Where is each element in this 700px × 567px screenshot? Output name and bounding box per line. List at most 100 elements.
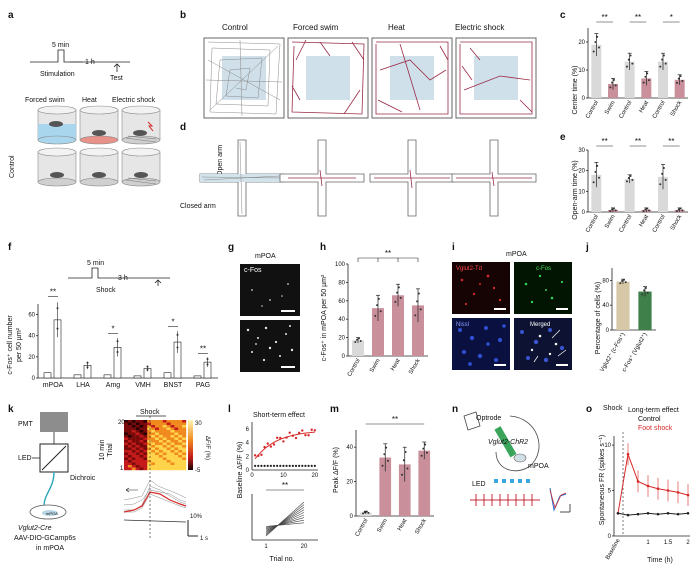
heat-cell	[178, 432, 183, 436]
heat-cell	[178, 465, 183, 468]
heat-cell	[139, 452, 144, 456]
heat-cell	[143, 455, 148, 458]
heat-cell	[124, 457, 129, 461]
series-line-0	[617, 452, 689, 514]
bar-2	[398, 464, 411, 516]
panel-j-ylabel: Percentage of cells (%)	[595, 282, 602, 354]
x-tick-label: mPOA	[43, 382, 64, 389]
heat-cell	[178, 420, 183, 423]
x-tick-label: VMH	[135, 382, 151, 389]
heat-cell	[174, 450, 179, 453]
data-point	[611, 208, 614, 211]
heat-cell	[174, 445, 179, 448]
x-tick-label: 1	[264, 544, 268, 550]
heat-cell	[178, 425, 183, 428]
heat-cell	[127, 432, 132, 436]
heat-cell	[135, 447, 140, 451]
heat-cell	[162, 427, 167, 431]
heat-cell	[174, 430, 179, 433]
heat-cell	[143, 422, 148, 426]
panel-f-ylabel-2: per 50 µm²	[16, 327, 23, 362]
scale-10pct: 10%	[190, 514, 203, 520]
data-point	[625, 65, 628, 68]
heat-cell	[135, 455, 140, 458]
data-point	[614, 209, 617, 212]
data-point	[206, 357, 209, 360]
data-point	[644, 75, 647, 78]
heat-cell	[147, 450, 152, 453]
heat-cell	[124, 450, 129, 453]
micrograph-row-control: Control	[230, 286, 236, 305]
heat-cell	[158, 457, 163, 461]
data-point	[661, 58, 664, 61]
heat-cell	[158, 440, 163, 443]
heat-cell	[174, 447, 179, 451]
photometry-setup: PMT LED Dichroic mPOA Vglut2-Cre AAV-DIO…	[14, 412, 96, 552]
heat-cell	[151, 427, 156, 431]
heat-cell	[127, 460, 132, 463]
bar-control-2	[103, 374, 112, 379]
heat-cell	[155, 425, 160, 428]
data-point	[176, 346, 179, 349]
timeline-5min: 5 min	[52, 42, 69, 49]
control-trial-point	[298, 464, 301, 467]
heat-cell	[166, 457, 171, 461]
bar-control-0	[43, 372, 52, 379]
control-trial-point	[313, 464, 316, 467]
heat-cell	[178, 445, 183, 448]
heat-cell	[174, 440, 179, 443]
x-tick-label: Control	[619, 214, 634, 234]
heat-cell	[147, 435, 152, 438]
x-tick-label: Control	[347, 358, 362, 378]
heat-cell	[178, 437, 183, 441]
control-trial-point	[301, 464, 304, 467]
heat-cell	[131, 440, 136, 443]
heat-cell	[182, 457, 187, 461]
shock-trial-point	[297, 431, 301, 435]
heat-cell	[143, 452, 148, 456]
heat-cell	[174, 462, 179, 466]
heat-cell	[143, 425, 148, 428]
heat-cell	[135, 465, 140, 468]
heat-cell	[135, 442, 140, 446]
heat-cell	[155, 442, 160, 446]
heat-cell	[143, 462, 148, 466]
heat-cell	[131, 425, 136, 428]
cylinder-shock-illustration	[121, 105, 161, 145]
data-point	[385, 446, 388, 449]
shock-trial-point	[307, 434, 310, 437]
heat-cell	[135, 420, 140, 423]
heat-cell	[182, 437, 187, 441]
heat-cell	[170, 437, 175, 441]
y-tick-label: 40	[338, 317, 345, 323]
heat-cell	[174, 425, 179, 428]
spike-trace	[470, 487, 571, 513]
heat-cell	[127, 422, 132, 426]
panel-letter-k: k	[8, 404, 14, 415]
bar-control-4	[163, 372, 172, 379]
data-point	[592, 50, 595, 53]
x-tick-label: Baseline	[605, 537, 622, 561]
heat-cell	[170, 425, 175, 428]
heat-cell	[162, 457, 167, 461]
data-point	[406, 467, 409, 470]
data-point	[402, 459, 405, 462]
open-arm-label: Open arm	[217, 145, 224, 176]
micrograph-control	[240, 264, 300, 316]
heat-cell	[143, 442, 148, 446]
paired-line	[265, 514, 305, 531]
heat-cell	[170, 462, 175, 466]
cfos-mpoa-chart: 0 20 40 60 80 100 Control Swim Heat Shock **	[335, 249, 428, 378]
heat-cell	[162, 442, 167, 446]
y-tick-label: 10	[604, 443, 611, 449]
micrograph-vglut2	[452, 262, 510, 314]
heat-cell	[158, 432, 163, 436]
data-point	[631, 62, 634, 65]
heat-cell	[158, 467, 163, 471]
sig-star: **	[200, 345, 206, 354]
heat-cell	[162, 422, 167, 426]
data-point	[629, 54, 632, 57]
dichroic-label: Dichroic	[70, 475, 96, 482]
heat-cell	[131, 447, 136, 451]
